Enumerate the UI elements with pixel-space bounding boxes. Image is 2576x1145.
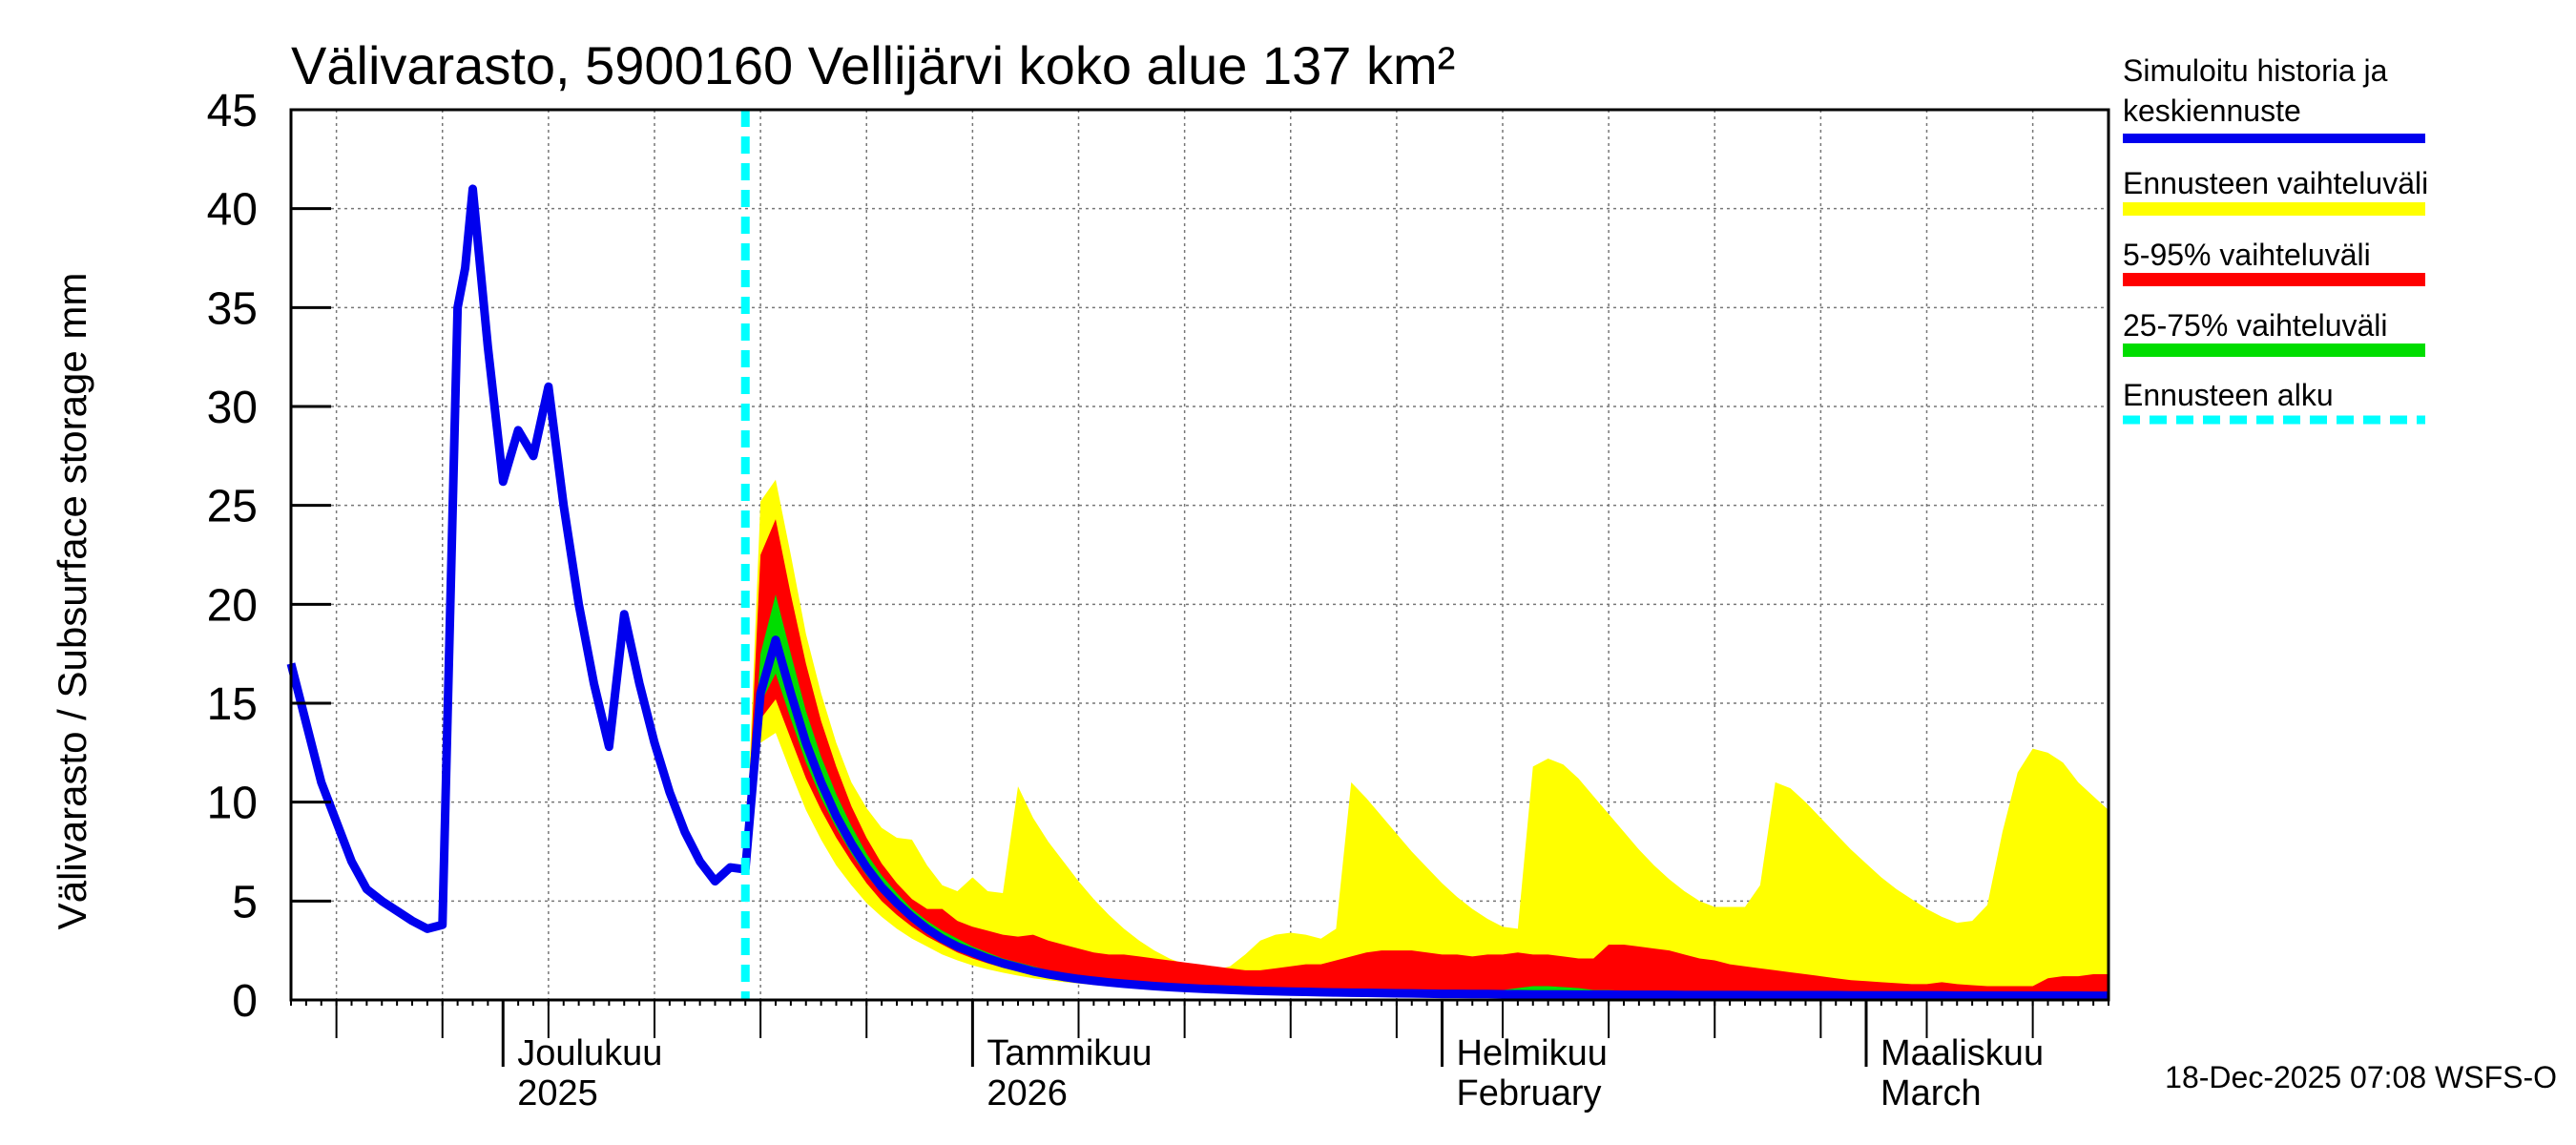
x-month-label: Maaliskuu xyxy=(1880,1033,2044,1073)
y-tick-label: 0 xyxy=(232,976,258,1027)
x-month-sublabel: 2025 xyxy=(517,1073,598,1114)
y-tick-label: 10 xyxy=(207,779,258,829)
forecast-range-band xyxy=(745,479,2109,997)
footer-timestamp: 18-Dec-2025 07:08 WSFS-O xyxy=(2165,1060,2557,1094)
legend-range-label: Ennusteen vaihteluväli xyxy=(2123,166,2428,200)
y-tick-label: 15 xyxy=(207,679,258,730)
x-month-sublabel: February xyxy=(1457,1073,1602,1114)
grid xyxy=(291,110,2109,1000)
y-tick-label: 20 xyxy=(207,580,258,631)
legend-p25-75-label: 25-75% vaihteluväli xyxy=(2123,308,2388,343)
x-month-sublabel: 2026 xyxy=(987,1073,1068,1114)
legend-p25-75-swatch xyxy=(2123,344,2425,357)
legend-range-swatch xyxy=(2123,202,2425,216)
x-month-label: Joulukuu xyxy=(517,1033,662,1073)
y-tick-label: 45 xyxy=(207,86,258,136)
forecast-areas xyxy=(745,479,2109,997)
x-month-label: Helmikuu xyxy=(1457,1033,1608,1073)
legend-history-label-line2: keskiennuste xyxy=(2123,94,2301,128)
y-tick-label: 5 xyxy=(232,877,258,927)
legend-p5-95-swatch xyxy=(2123,273,2425,286)
x-month-label: Tammikuu xyxy=(987,1033,1152,1073)
y-axis: 0 5 10 15 20 25 30 35 40 45 xyxy=(207,86,331,1027)
y-axis-label: Välivarasto / Subsurface storage mm xyxy=(50,273,94,930)
chart-title: Välivarasto, 5900160 Vellijärvi koko alu… xyxy=(291,35,1455,95)
x-month-sublabel: March xyxy=(1880,1073,1982,1114)
data-lines xyxy=(286,110,2109,1001)
y-tick-label: 35 xyxy=(207,283,258,334)
legend-history-label-line1: Simuloitu historia ja xyxy=(2123,53,2388,88)
legend-p5-95-label: 5-95% vaihteluväli xyxy=(2123,238,2371,272)
y-tick-label: 40 xyxy=(207,185,258,236)
history-line xyxy=(286,184,746,933)
legend-history-swatch xyxy=(2123,134,2425,143)
legend-start-label: Ennusteen alku xyxy=(2123,378,2334,412)
y-tick-label: 30 xyxy=(207,383,258,433)
forecast-mean-line xyxy=(740,635,2109,1001)
y-tick-label: 25 xyxy=(207,482,258,532)
legend: Simuloitu historia ja keskiennuste Ennus… xyxy=(2123,53,2428,425)
